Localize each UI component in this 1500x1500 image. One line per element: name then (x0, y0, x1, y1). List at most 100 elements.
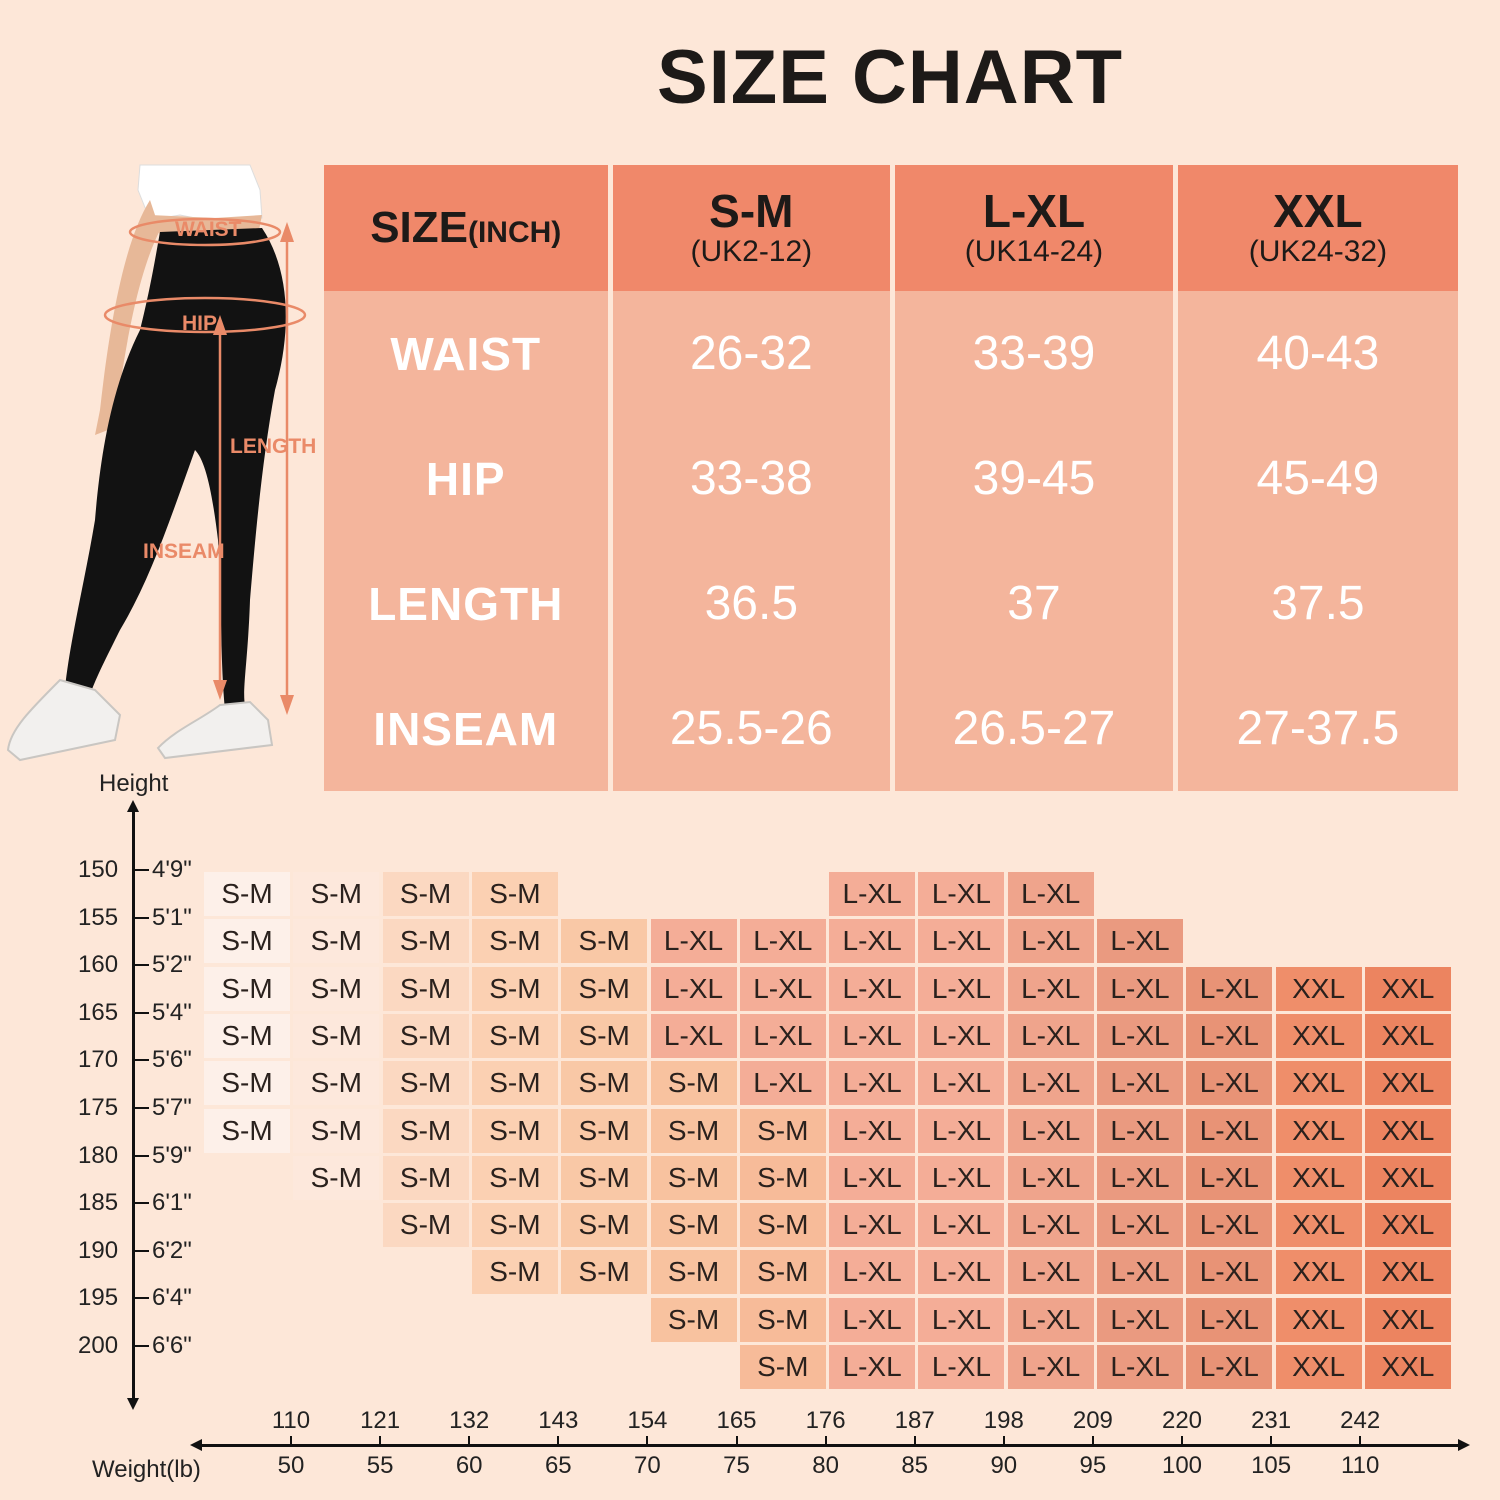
y-tick-label-ft: 5'9" (152, 1141, 192, 1169)
x-tick-label-kg: 110 (1341, 1452, 1380, 1479)
size-grid-cell: S-M (739, 1203, 826, 1248)
size-grid-cell: S-M (471, 1250, 558, 1295)
waist-measure-ring (128, 217, 282, 247)
size-grid-cell: L-XL (1097, 1108, 1183, 1153)
y-tick-label-ft: 5'2" (152, 951, 192, 979)
size-grid-cell: S-M (204, 1013, 290, 1058)
y-tick-label-cm: 155 (78, 903, 119, 931)
size-grid-cell: L-XL (829, 1345, 916, 1389)
size-grid-cell: XXL (1364, 1061, 1451, 1106)
y-tick (134, 1059, 149, 1062)
leggings-illustration (6, 164, 307, 762)
x-tick-label-lb: 143 (538, 1407, 579, 1434)
inseam-arrow-top (213, 315, 227, 335)
y-tick (134, 1154, 149, 1157)
y-tick (134, 1202, 149, 1205)
size-grid-cell: L-XL (1186, 1297, 1273, 1342)
x-axis-arrow-right (1458, 1439, 1470, 1451)
size-grid-cell: L-XL (829, 919, 916, 964)
x-tick (646, 1436, 649, 1446)
size-grid-cell: L-XL (1186, 1013, 1273, 1058)
table-row-inseam: INSEAM 25.5-26 26.5-27 27-37.5 (324, 666, 1458, 791)
x-tick-label-lb: 209 (1072, 1407, 1113, 1434)
size-col-sm: S-M (UK2-12) (607, 165, 893, 291)
x-tick (468, 1436, 471, 1446)
size-grid-cell: S-M (561, 1250, 648, 1295)
hip-label: HIP (182, 312, 218, 335)
size-grid-cell: XXL (1275, 1155, 1362, 1200)
size-uk: (UK14-24) (964, 235, 1104, 268)
size-grid-cell: XXL (1364, 1203, 1451, 1248)
size-grid-cell: L-XL (829, 1155, 916, 1200)
size-grid-cell: XXL (1275, 1297, 1362, 1342)
size-grid-cell: L-XL (918, 966, 1005, 1011)
length-label: LENGTH (230, 435, 317, 458)
size-grid-cell: L-XL (1186, 1061, 1273, 1106)
y-tick-label-ft: 5'1" (152, 903, 192, 931)
size-grid-cell: L-XL (1097, 1013, 1183, 1058)
size-header-unit: (INCH) (467, 216, 562, 249)
size-header-row: SIZE(INCH) S-M (UK2-12) L-XL (UK14-24) XXL… (324, 165, 1458, 291)
x-tick (557, 1436, 560, 1446)
size-grid-cell: S-M (739, 1108, 826, 1153)
y-axis-arrow-top (127, 800, 139, 812)
size-uk: (UK2-12) (690, 235, 813, 268)
table-cell: 26-32 (607, 291, 893, 416)
table-cell: 39-45 (890, 416, 1176, 541)
size-grid-cell: S-M (561, 1203, 648, 1248)
table-cell: 27-37.5 (1172, 666, 1458, 791)
x-tick-label-kg: 60 (455, 1452, 483, 1479)
x-tick-label-lb: 121 (360, 1407, 401, 1434)
size-grid-cell: XXL (1275, 1250, 1362, 1295)
x-tick-label-kg: 105 (1251, 1452, 1292, 1479)
size-grid-cell: S-M (650, 1203, 737, 1248)
size-uk: (UK24-32) (1248, 235, 1388, 268)
size-grid-cell: XXL (1364, 966, 1451, 1011)
y-axis-arrow-bottom (127, 1398, 139, 1410)
y-tick (134, 1249, 149, 1252)
x-tick (913, 1436, 916, 1446)
x-tick-label-kg: 70 (634, 1452, 661, 1479)
size-grid-cell: S-M (471, 1203, 558, 1248)
size-grid-cell: L-XL (918, 1250, 1005, 1295)
y-tick-label-ft: 6'6" (152, 1332, 192, 1359)
table-cell: 37 (890, 541, 1176, 666)
x-tick-label-lb: 110 (271, 1407, 311, 1434)
size-grid-cell: S-M (293, 966, 380, 1011)
table-cell: 26.5-27 (890, 666, 1176, 791)
size-grid-cell: L-XL (1007, 872, 1094, 916)
table-cell: 33-39 (890, 291, 1176, 416)
y-tick-label-ft: 6'1" (152, 1189, 192, 1217)
size-grid-cell: L-XL (1007, 1061, 1094, 1106)
size-grid-cell: L-XL (829, 1250, 916, 1295)
size-header-label: SIZE(INCH) (324, 165, 610, 291)
size-grid-cell: L-XL (1097, 1155, 1183, 1200)
size-grid-cell: S-M (293, 919, 380, 964)
size-grid-cell: S-M (471, 1108, 558, 1153)
size-grid-cell: L-XL (1097, 1061, 1183, 1106)
size-grid-cell: S-M (471, 966, 558, 1011)
size-grid-cell: S-M (650, 1108, 737, 1153)
size-grid-cell: L-XL (1186, 1250, 1273, 1295)
x-tick-label-lb: 242 (1340, 1407, 1381, 1434)
size-grid-cell: S-M (382, 1155, 469, 1200)
size-grid-cell: L-XL (650, 966, 737, 1011)
size-grid-cell: L-XL (829, 1203, 916, 1248)
size-grid-cell: L-XL (1007, 1203, 1094, 1248)
x-tick-label-lb: 187 (894, 1407, 935, 1434)
x-tick-label-kg: 65 (544, 1452, 572, 1479)
size-grid-cell: XXL (1275, 1203, 1362, 1248)
size-grid-cell: S-M (204, 1108, 290, 1153)
size-grid-cell: L-XL (829, 966, 916, 1011)
y-tick (134, 1297, 149, 1300)
x-tick-label-lb: 176 (805, 1407, 846, 1434)
x-tick-label-kg: 90 (990, 1452, 1018, 1479)
size-grid-cell: S-M (204, 919, 290, 964)
x-tick-label-kg: 50 (277, 1452, 305, 1479)
size-grid-cell: L-XL (1186, 1108, 1273, 1153)
x-tick-label-kg: 80 (812, 1452, 839, 1479)
y-tick-label-cm: 185 (78, 1189, 119, 1217)
size-grid-cell: L-XL (1097, 1297, 1183, 1342)
table-cell: 40-43 (1172, 291, 1458, 416)
size-grid-cell: L-XL (918, 1108, 1005, 1153)
